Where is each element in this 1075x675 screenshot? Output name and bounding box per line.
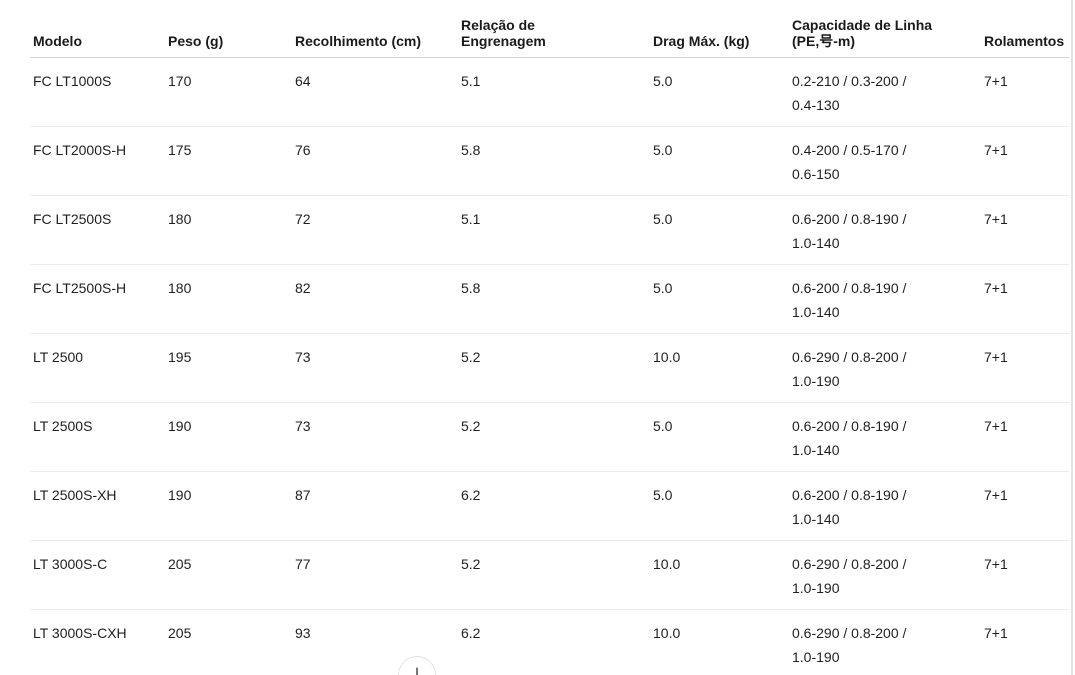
cell-rolamentos: 7+1 [981, 195, 1069, 265]
cell-modelo: FC LT2500S [30, 195, 165, 265]
cell-relacao-engrenagem: 5.8 [458, 126, 650, 196]
table-row-lt-2500: LT 2500 195 73 5.2 10.0 0.6-290 / 0.8-200 / 1… [30, 333, 1069, 403]
cell-drag-max: 5.0 [650, 126, 789, 196]
table-header-row: Modelo Peso (g) Recolhimento (cm) Relação d… [30, 0, 1069, 58]
column-header-peso: Peso (g) [165, 0, 292, 58]
cell-peso: 175 [165, 126, 292, 196]
cell-drag-max: 5.0 [650, 402, 789, 472]
table-right-border [1071, 0, 1073, 675]
cell-rolamentos: 7+1 [981, 57, 1069, 127]
cell-relacao-engrenagem: 5.2 [458, 333, 650, 403]
cell-relacao-engrenagem: 5.2 [458, 540, 650, 610]
cell-recolhimento: 72 [292, 195, 458, 265]
column-header-rolamentos: Rolamentos [981, 0, 1069, 58]
table-row-fc-lt2000s-h: FC LT2000S-H 175 76 5.8 5.0 0.4-200 / 0.5-170… [30, 126, 1069, 196]
cell-capacidade-linha: 0.2-210 / 0.3-200 / 0.4-130 [789, 57, 981, 127]
table-row-fc-lt2500s: FC LT2500S 180 72 5.1 5.0 0.6-200 / 0.8-190 /… [30, 195, 1069, 265]
cell-recolhimento: 73 [292, 402, 458, 472]
cell-rolamentos: 7+1 [981, 126, 1069, 196]
cell-drag-max: 5.0 [650, 264, 789, 334]
cell-capacidade-linha: 0.6-290 / 0.8-200 / 1.0-190 [789, 540, 981, 610]
cell-capacidade-linha: 0.6-290 / 0.8-200 / 1.0-190 [789, 609, 981, 675]
cell-recolhimento: 64 [292, 57, 458, 127]
cell-drag-max: 5.0 [650, 195, 789, 265]
cell-peso: 195 [165, 333, 292, 403]
table-row-lt-2500s: LT 2500S 190 73 5.2 5.0 0.6-200 / 0.8-190 / 1… [30, 402, 1069, 472]
cell-peso: 205 [165, 540, 292, 610]
cell-capacidade-linha: 0.6-290 / 0.8-200 / 1.0-190 [789, 333, 981, 403]
cell-peso: 205 [165, 609, 292, 675]
cell-drag-max: 5.0 [650, 57, 789, 127]
table-row-fc-lt2500s-h: FC LT2500S-H 180 82 5.8 5.0 0.6-200 / 0.8-190… [30, 264, 1069, 334]
cell-relacao-engrenagem: 5.1 [458, 57, 650, 127]
cell-peso: 190 [165, 471, 292, 541]
column-header-drag-max: Drag Máx. (kg) [650, 0, 789, 58]
cell-capacidade-linha: 0.4-200 / 0.5-170 / 0.6-150 [789, 126, 981, 196]
cell-peso: 170 [165, 57, 292, 127]
cell-capacidade-linha: 0.6-200 / 0.8-190 / 1.0-140 [789, 264, 981, 334]
column-header-modelo: Modelo [30, 0, 165, 58]
cell-recolhimento: 76 [292, 126, 458, 196]
cell-drag-max: 10.0 [650, 540, 789, 610]
cell-relacao-engrenagem: 5.1 [458, 195, 650, 265]
reel-specs-table: Modelo Peso (g) Recolhimento (cm) Relação d… [30, 0, 1069, 675]
cell-recolhimento: 82 [292, 264, 458, 334]
cell-relacao-engrenagem: 5.2 [458, 402, 650, 472]
cell-recolhimento: 73 [292, 333, 458, 403]
table-row-lt-3000s-cxh: LT 3000S-CXH 205 93 6.2 10.0 0.6-290 / 0.8-20… [30, 609, 1069, 675]
cell-capacidade-linha: 0.6-200 / 0.8-190 / 1.0-140 [789, 402, 981, 472]
column-header-capacidade-linha: Capacidade de Linha (PE,号-m) [789, 0, 981, 58]
cell-rolamentos: 7+1 [981, 402, 1069, 472]
cell-drag-max: 5.0 [650, 471, 789, 541]
cell-capacidade-linha: 0.6-200 / 0.8-190 / 1.0-140 [789, 195, 981, 265]
arrow-down-icon: ↓ [409, 664, 425, 675]
cell-relacao-engrenagem: 5.8 [458, 264, 650, 334]
table-row-lt-2500s-xh: LT 2500S-XH 190 87 6.2 5.0 0.6-200 / 0.8-190 … [30, 471, 1069, 541]
table-row-lt-3000s-c: LT 3000S-C 205 77 5.2 10.0 0.6-290 / 0.8-200 … [30, 540, 1069, 610]
cell-modelo: FC LT1000S [30, 57, 165, 127]
cell-modelo: FC LT2000S-H [30, 126, 165, 196]
column-header-relacao-engrenagem: Relação de Engrenagem [458, 0, 650, 58]
cell-modelo: LT 3000S-CXH [30, 609, 165, 675]
cell-rolamentos: 7+1 [981, 471, 1069, 541]
table-row-fc-lt1000s: FC LT1000S 170 64 5.1 5.0 0.2-210 / 0.3-200 /… [30, 57, 1069, 127]
cell-modelo: FC LT2500S-H [30, 264, 165, 334]
cell-drag-max: 10.0 [650, 333, 789, 403]
cell-drag-max: 10.0 [650, 609, 789, 675]
cell-rolamentos: 7+1 [981, 609, 1069, 675]
cell-recolhimento: 87 [292, 471, 458, 541]
cell-modelo: LT 2500 [30, 333, 165, 403]
cell-rolamentos: 7+1 [981, 264, 1069, 334]
cell-rolamentos: 7+1 [981, 540, 1069, 610]
cell-peso: 190 [165, 402, 292, 472]
cell-relacao-engrenagem: 6.2 [458, 609, 650, 675]
cell-modelo: LT 3000S-C [30, 540, 165, 610]
cell-relacao-engrenagem: 6.2 [458, 471, 650, 541]
cell-modelo: LT 2500S [30, 402, 165, 472]
cell-peso: 180 [165, 195, 292, 265]
cell-rolamentos: 7+1 [981, 333, 1069, 403]
cell-capacidade-linha: 0.6-200 / 0.8-190 / 1.0-140 [789, 471, 981, 541]
cell-recolhimento: 77 [292, 540, 458, 610]
column-header-recolhimento: Recolhimento (cm) [292, 0, 458, 58]
cell-modelo: LT 2500S-XH [30, 471, 165, 541]
cell-peso: 180 [165, 264, 292, 334]
